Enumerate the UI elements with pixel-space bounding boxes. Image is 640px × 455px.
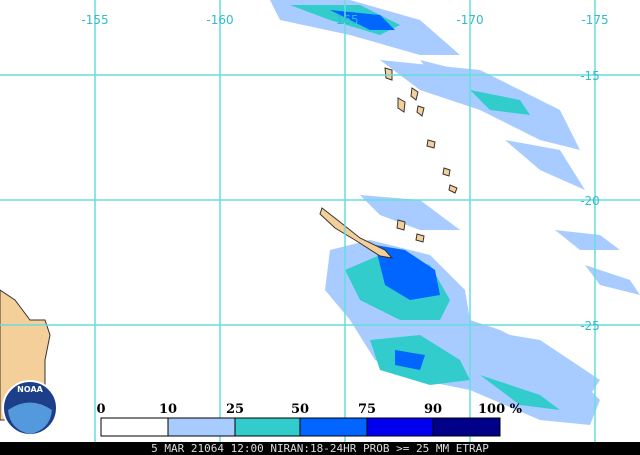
- lat-label: -20: [580, 194, 600, 208]
- footer-bar: [0, 442, 640, 455]
- lon-label: -175: [581, 13, 608, 27]
- legend-label: 75: [358, 402, 376, 417]
- legend-label: 25: [226, 402, 244, 417]
- new-caledonia: [319, 207, 394, 259]
- noaa-logo: NOAA: [2, 380, 58, 436]
- vanuatu: [384, 67, 458, 243]
- lat-label: -25: [580, 319, 600, 333]
- footer-text: 5 MAR 21064 12:00 NIRAN:18-24HR PROB >= …: [151, 442, 489, 455]
- lon-label: -155: [81, 13, 108, 27]
- legend-label: 10: [159, 402, 177, 417]
- precip: [270, 0, 640, 425]
- legend-label: 90: [424, 402, 442, 417]
- legend-label: 0: [96, 402, 105, 417]
- graticule: [0, 0, 640, 442]
- logo-text: NOAA: [17, 385, 43, 394]
- legend: 0 10 25 50 75 90 100 %: [96, 402, 523, 437]
- legend-label: 100 %: [478, 402, 523, 417]
- lat-label: -15: [580, 69, 600, 83]
- lon-label: -165: [331, 13, 358, 27]
- lon-label: -160: [206, 13, 233, 27]
- legend-label: 50: [291, 402, 309, 417]
- lon-label: -170: [456, 13, 483, 27]
